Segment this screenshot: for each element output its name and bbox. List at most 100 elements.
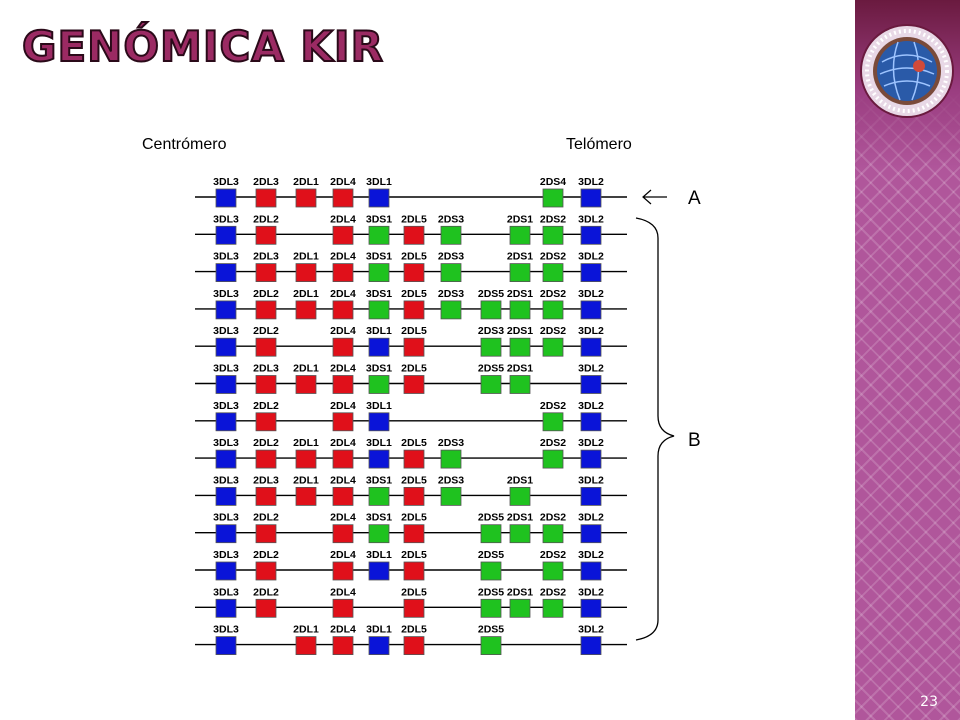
gene-label: 2DS2 (540, 288, 566, 300)
gene-box-2dl2 (255, 225, 277, 245)
gene-label: 2DS2 (540, 325, 566, 337)
gene-label: 2DL5 (401, 288, 427, 300)
globe-emblem-icon (860, 24, 954, 118)
gene-label: 3DL3 (213, 512, 239, 524)
gene-box-2dl1 (295, 263, 317, 283)
gene-box-3dl1 (368, 412, 390, 432)
gene-box-3dl3 (215, 449, 237, 469)
gene-box-2ds2 (542, 225, 564, 245)
gene-label: 3DL2 (578, 474, 604, 486)
gene-label: 3DL1 (366, 624, 392, 636)
gene-label: 2DL4 (330, 213, 356, 225)
gene-box-3dl3 (215, 561, 237, 581)
gene-box-2dl5 (403, 486, 425, 506)
gene-box-2ds2 (542, 412, 564, 432)
gene-box-2ds1 (509, 375, 531, 394)
gene-box-2dl5 (403, 300, 425, 320)
haplotype-rows: 3DL3 2DL3 2DL1 2DL4 3DL1 2DS4 3DL2 3DL3 2DL2 2DL4… (195, 176, 627, 655)
gene-label: 3DL1 (366, 549, 392, 561)
gene-label: 3DL3 (213, 437, 239, 449)
gene-box-2ds5 (480, 375, 502, 394)
gene-box-2ds5 (480, 524, 502, 544)
gene-label: 2DL2 (253, 288, 279, 300)
gene-label: 2DL4 (330, 363, 356, 375)
gene-label: 2DS1 (507, 512, 533, 524)
gene-box-2dl3 (255, 263, 277, 283)
gene-box-2dl5 (403, 263, 425, 283)
gene-label: 2DL4 (330, 624, 356, 636)
gene-label: 2DL2 (253, 437, 279, 449)
gene-label: 2DS2 (540, 549, 566, 561)
gene-box-3dl2 (580, 449, 602, 469)
gene-label: 2DS1 (507, 474, 533, 486)
gene-label: 2DS5 (478, 624, 504, 636)
gene-box-2dl2 (255, 561, 277, 581)
gene-box-2dl4 (332, 225, 354, 245)
gene-box-2dl5 (403, 636, 425, 655)
gene-label: 2DS5 (478, 549, 504, 561)
gene-box-2dl5 (403, 524, 425, 544)
gene-label: 2DL4 (330, 437, 356, 449)
gene-box-3dl1 (368, 561, 390, 581)
gene-label: 3DL2 (578, 549, 604, 561)
gene-label: 2DL1 (293, 624, 319, 636)
gene-box-2ds1 (509, 263, 531, 283)
gene-label: 3DL3 (213, 400, 239, 412)
haplotype-row: 3DL3 2DL2 2DL4 2DL5 2DS5 2DS1 2DS2 3DL2 (195, 586, 627, 618)
kir-haplotype-diagram: 3DL3 2DL3 2DL1 2DL4 3DL1 2DS4 3DL2 3DL3 2DL2 2DL4… (195, 176, 701, 655)
group-b-brace (635, 217, 675, 641)
gene-label: 2DL2 (253, 400, 279, 412)
gene-label: 2DL3 (253, 251, 279, 263)
gene-box-2dl5 (403, 561, 425, 581)
gene-box-3ds1 (368, 225, 390, 245)
gene-label: 2DS1 (507, 251, 533, 263)
gene-box-3dl3 (215, 636, 237, 655)
gene-box-2dl4 (332, 337, 354, 357)
gene-label: 3DL2 (578, 325, 604, 337)
gene-label: 2DS5 (478, 512, 504, 524)
gene-box-3dl2 (580, 225, 602, 245)
gene-label: 2DL5 (401, 213, 427, 225)
gene-box-2ds1 (509, 300, 531, 320)
gene-label: 2DL4 (330, 325, 356, 337)
gene-label: 2DL1 (293, 251, 319, 263)
gene-box-2ds2 (542, 449, 564, 469)
gene-label: 2DS5 (478, 586, 504, 598)
gene-box-2dl4 (332, 188, 354, 208)
gene-box-3dl1 (368, 188, 390, 208)
gene-box-2ds1 (509, 486, 531, 506)
gene-box-3dl2 (580, 300, 602, 320)
gene-label: 2DS2 (540, 213, 566, 225)
gene-label: 3DL2 (578, 512, 604, 524)
gene-box-2dl1 (295, 188, 317, 208)
group-b-label: B (688, 430, 701, 451)
gene-label: 2DL1 (293, 363, 319, 375)
gene-box-2dl5 (403, 598, 425, 618)
gene-box-3dl2 (580, 412, 602, 432)
gene-box-2dl2 (255, 300, 277, 320)
gene-label: 2DL4 (330, 400, 356, 412)
gene-label: 2DL3 (253, 474, 279, 486)
gene-box-2ds1 (509, 524, 531, 544)
gene-box-2dl2 (255, 524, 277, 544)
gene-label: 3DL3 (213, 586, 239, 598)
decorative-sidebar (855, 0, 960, 720)
gene-box-3ds1 (368, 524, 390, 544)
gene-box-3dl3 (215, 300, 237, 320)
gene-box-2dl2 (255, 598, 277, 618)
gene-label: 3DL2 (578, 437, 604, 449)
gene-label: 3DL2 (578, 624, 604, 636)
gene-label: 2DS3 (478, 325, 504, 337)
gene-label: 2DS1 (507, 325, 533, 337)
gene-box-2dl1 (295, 486, 317, 506)
gene-label: 2DS3 (438, 288, 464, 300)
haplotype-row: 3DL3 2DL2 2DL1 2DL4 3DL1 2DL5 2DS3 2DS2 3DL2 (195, 437, 627, 469)
gene-label: 2DL3 (253, 363, 279, 375)
haplotype-row: 3DL3 2DL3 2DL1 2DL4 3DL1 2DS4 3DL2 (195, 176, 627, 208)
gene-box-3dl3 (215, 524, 237, 544)
centromere-label: Centrómero (142, 136, 227, 153)
gene-box-3dl2 (580, 598, 602, 618)
gene-box-2ds2 (542, 598, 564, 618)
gene-box-3dl3 (215, 188, 237, 208)
gene-box-2dl4 (332, 486, 354, 506)
